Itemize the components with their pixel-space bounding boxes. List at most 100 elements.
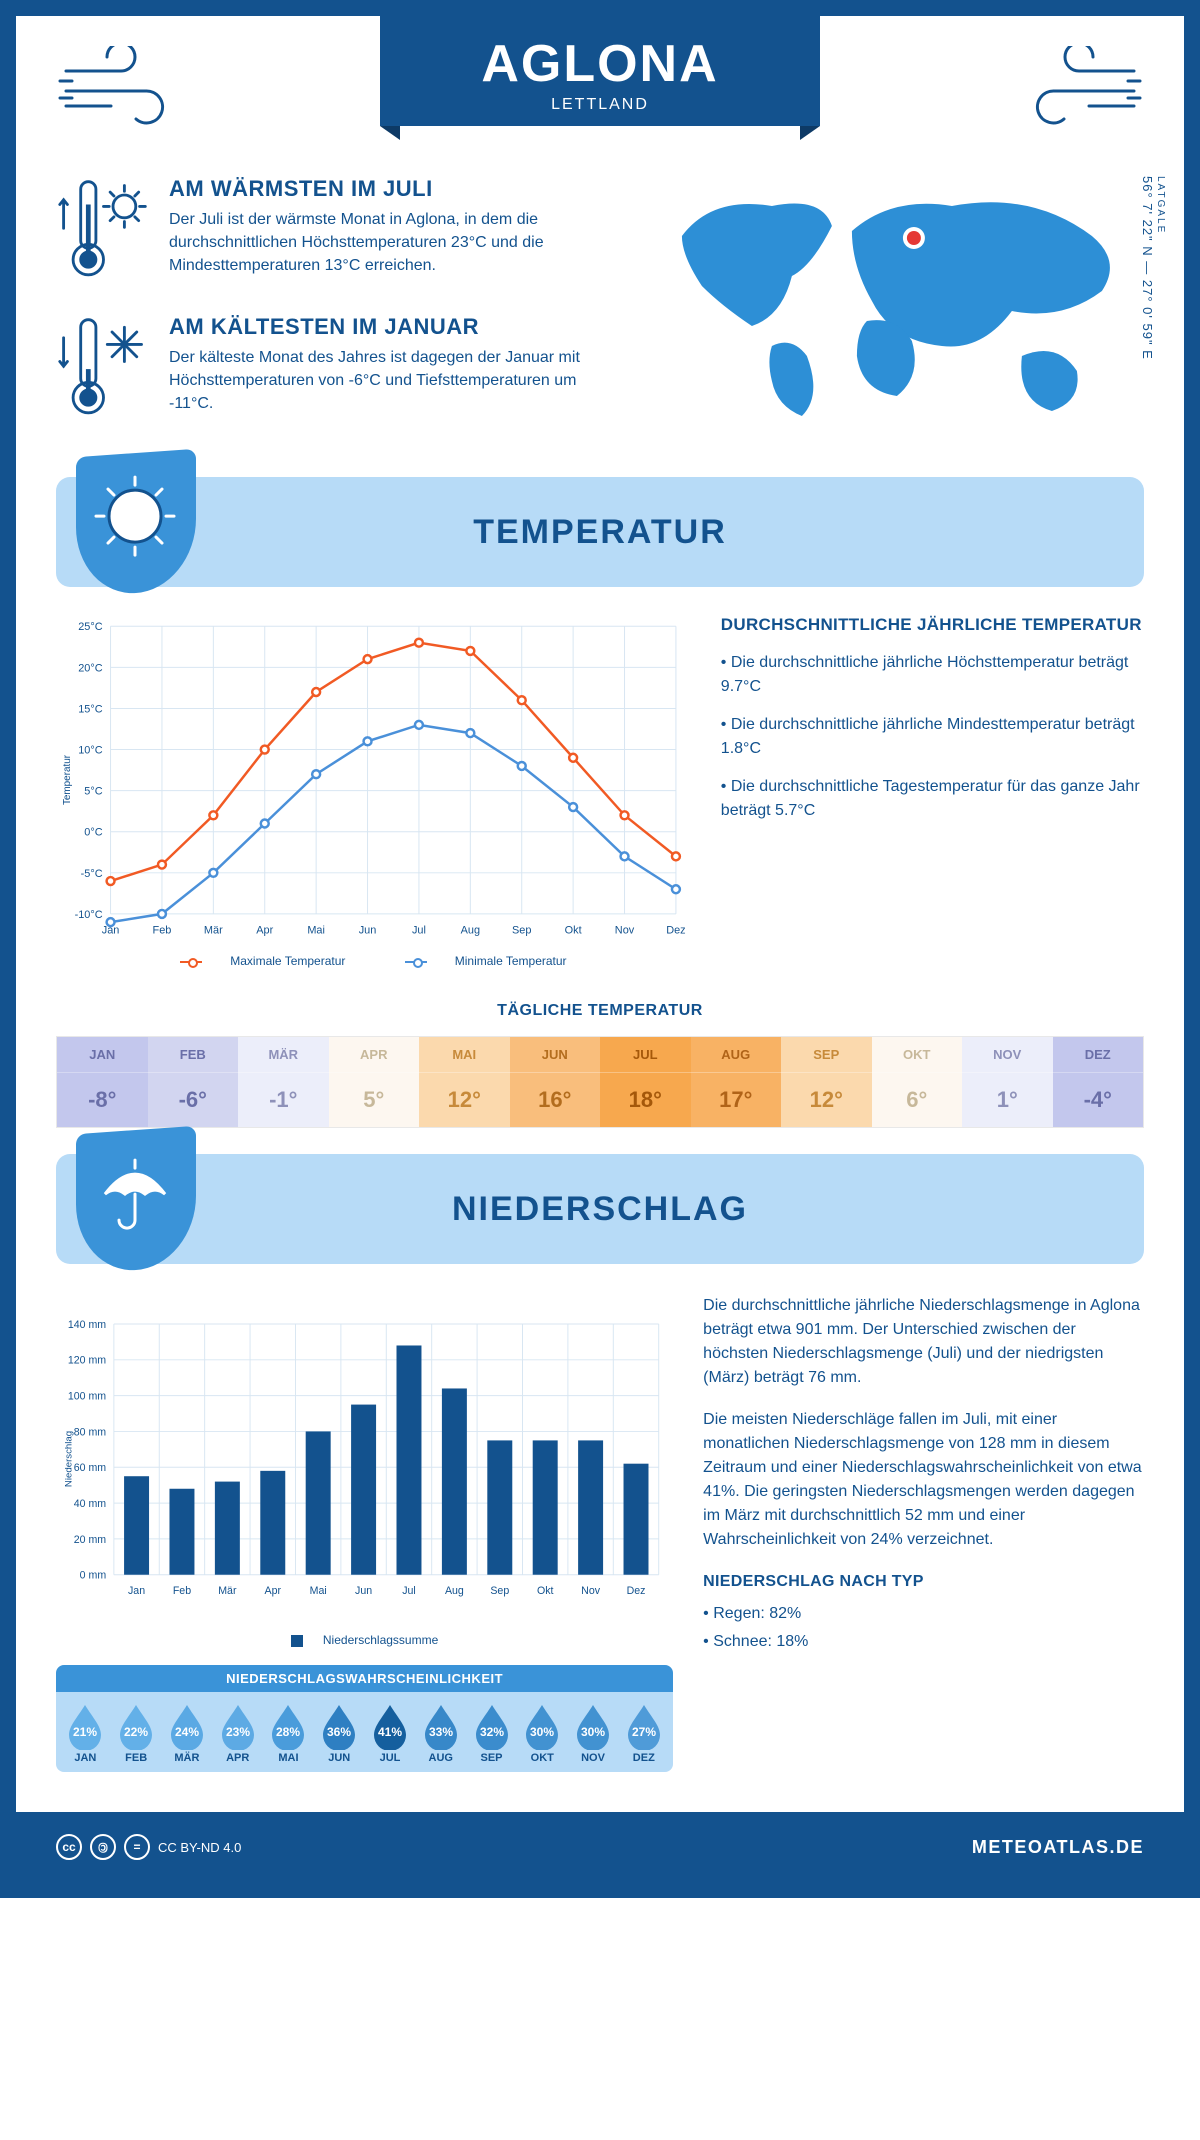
- precip-summary-text: Die durchschnittliche jährliche Niedersc…: [703, 1294, 1144, 1772]
- svg-text:10°C: 10°C: [78, 745, 102, 757]
- svg-text:15°C: 15°C: [78, 703, 102, 715]
- prob-drop: 28% MAI: [263, 1702, 314, 1764]
- daily-cell: MÄR-1°: [238, 1037, 329, 1127]
- prob-drop: 30% NOV: [568, 1702, 619, 1764]
- precipitation-bar-chart: 0 mm20 mm40 mm60 mm80 mm100 mm120 mm140 …: [56, 1294, 673, 1624]
- daily-cell: AUG17°: [691, 1037, 782, 1127]
- prob-drop: 23% APR: [212, 1702, 263, 1764]
- wind-icon-left: [56, 46, 196, 136]
- precip-probability-strip: NIEDERSCHLAGSWAHRSCHEINLICHKEIT 21% JAN …: [56, 1665, 673, 1772]
- footer: cc 🄯 = CC BY-ND 4.0 METEOATLAS.DE: [16, 1812, 1184, 1882]
- svg-text:Okt: Okt: [537, 1585, 554, 1597]
- temperature-section-bar: TEMPERATUR: [56, 477, 1144, 587]
- thermometer-cold-icon: [56, 314, 151, 424]
- temp-summary-text: DURCHSCHNITTLICHE JÄHRLICHE TEMPERATUR •…: [721, 615, 1144, 968]
- svg-text:40 mm: 40 mm: [74, 1498, 107, 1510]
- svg-text:33%: 33%: [429, 1725, 453, 1739]
- svg-text:Niederschlag: Niederschlag: [63, 1431, 74, 1487]
- daily-cell: OKT6°: [872, 1037, 963, 1127]
- summary-row: AM WÄRMSTEN IM JULI Der Juli ist der wär…: [56, 176, 1144, 451]
- svg-text:Mär: Mär: [218, 1585, 237, 1597]
- daily-cell: FEB-6°: [148, 1037, 239, 1127]
- temp-legend: Maximale Temperatur Minimale Temperatur: [56, 954, 691, 968]
- prob-drop: 21% JAN: [60, 1702, 111, 1764]
- prob-drop: 41% JUL: [365, 1702, 416, 1764]
- precip-section-bar: NIEDERSCHLAG: [56, 1154, 1144, 1264]
- svg-text:36%: 36%: [327, 1725, 351, 1739]
- daily-cell: DEZ-4°: [1053, 1037, 1144, 1127]
- svg-text:Apr: Apr: [265, 1585, 282, 1597]
- sun-icon: [76, 449, 196, 597]
- svg-text:Aug: Aug: [445, 1585, 464, 1597]
- svg-text:Nov: Nov: [615, 925, 635, 937]
- thermometer-hot-icon: [56, 176, 151, 286]
- daily-temp-title: TÄGLICHE TEMPERATUR: [56, 1002, 1144, 1020]
- daily-cell: JUN16°: [510, 1037, 601, 1127]
- warmest-fact: AM WÄRMSTEN IM JULI Der Juli ist der wär…: [56, 176, 610, 286]
- nd-icon: =: [124, 1834, 150, 1860]
- svg-text:0°C: 0°C: [84, 827, 102, 839]
- svg-text:Sep: Sep: [490, 1585, 509, 1597]
- prob-drop: 22% FEB: [111, 1702, 162, 1764]
- svg-text:Mär: Mär: [204, 925, 223, 937]
- by-icon: 🄯: [90, 1834, 116, 1860]
- wind-icon-right: [1004, 46, 1144, 136]
- svg-text:Feb: Feb: [173, 1585, 191, 1597]
- daily-cell: NOV1°: [962, 1037, 1053, 1127]
- svg-text:Feb: Feb: [153, 925, 172, 937]
- daily-cell: MAI12°: [419, 1037, 510, 1127]
- prob-drop: 30% OKT: [517, 1702, 568, 1764]
- precip-legend: Niederschlagssumme: [56, 1633, 673, 1647]
- svg-text:140 mm: 140 mm: [68, 1319, 106, 1331]
- svg-text:Jul: Jul: [402, 1585, 416, 1597]
- svg-text:Jun: Jun: [355, 1585, 372, 1597]
- svg-text:25°C: 25°C: [78, 621, 102, 633]
- svg-text:Mai: Mai: [307, 925, 325, 937]
- svg-text:Dez: Dez: [627, 1585, 646, 1597]
- svg-text:80 mm: 80 mm: [74, 1426, 107, 1438]
- svg-text:100 mm: 100 mm: [68, 1390, 106, 1402]
- svg-text:5°C: 5°C: [84, 786, 102, 798]
- daily-cell: JUL18°: [600, 1037, 691, 1127]
- prob-drop: 33% AUG: [415, 1702, 466, 1764]
- warmest-title: AM WÄRMSTEN IM JULI: [169, 176, 610, 202]
- prob-drop: 36% JUN: [314, 1702, 365, 1764]
- svg-text:20°C: 20°C: [78, 662, 102, 674]
- svg-text:27%: 27%: [632, 1725, 656, 1739]
- svg-text:60 mm: 60 mm: [74, 1462, 107, 1474]
- svg-text:Jun: Jun: [359, 925, 377, 937]
- temperature-line-chart: -10°C-5°C0°C5°C10°C15°C20°C25°CJanFebMär…: [56, 615, 691, 968]
- svg-text:21%: 21%: [73, 1725, 97, 1739]
- svg-text:Nov: Nov: [581, 1585, 601, 1597]
- svg-text:28%: 28%: [276, 1725, 300, 1739]
- svg-text:32%: 32%: [479, 1725, 503, 1739]
- prob-drop: 27% DEZ: [618, 1702, 669, 1764]
- svg-text:30%: 30%: [581, 1725, 605, 1739]
- prob-drop: 24% MÄR: [162, 1702, 213, 1764]
- svg-text:Sep: Sep: [512, 925, 531, 937]
- header: AGLONA LETTLAND: [56, 46, 1144, 136]
- svg-text:Dez: Dez: [666, 925, 685, 937]
- svg-text:-5°C: -5°C: [81, 868, 103, 880]
- umbrella-icon: [76, 1126, 196, 1274]
- cc-icon: cc: [56, 1834, 82, 1860]
- svg-text:Mai: Mai: [310, 1585, 327, 1597]
- svg-text:Apr: Apr: [256, 925, 273, 937]
- title-ribbon: AGLONA LETTLAND: [196, 46, 1004, 126]
- coldest-title: AM KÄLTESTEN IM JANUAR: [169, 314, 610, 340]
- svg-text:Aug: Aug: [461, 925, 480, 937]
- svg-text:Okt: Okt: [565, 925, 582, 937]
- warmest-text: Der Juli ist der wärmste Monat in Aglona…: [169, 208, 610, 278]
- svg-text:24%: 24%: [175, 1725, 199, 1739]
- country-subtitle: LETTLAND: [420, 96, 780, 114]
- infographic-page: AGLONA LETTLAND: [0, 0, 1200, 1898]
- precip-heading: NIEDERSCHLAG: [452, 1190, 748, 1229]
- svg-text:22%: 22%: [124, 1725, 148, 1739]
- daily-temp-table: JAN-8°FEB-6°MÄR-1°APR5°MAI12°JUN16°JUL18…: [56, 1036, 1144, 1128]
- svg-text:0 mm: 0 mm: [80, 1570, 107, 1582]
- svg-text:30%: 30%: [530, 1725, 554, 1739]
- coldest-text: Der kälteste Monat des Jahres ist dagege…: [169, 346, 610, 416]
- svg-text:-10°C: -10°C: [75, 909, 103, 921]
- prob-drop: 32% SEP: [466, 1702, 517, 1764]
- svg-text:Jul: Jul: [412, 925, 426, 937]
